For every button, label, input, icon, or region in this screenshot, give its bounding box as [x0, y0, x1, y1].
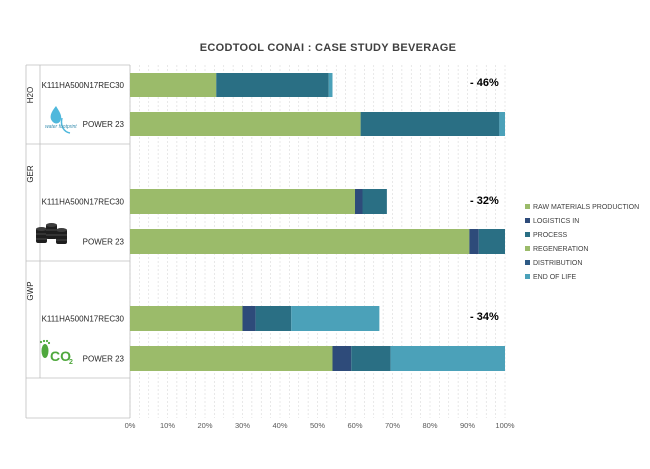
x-tick-label: 10% [160, 421, 175, 430]
bar-segment-process [360, 112, 500, 136]
svg-text:CO: CO [50, 348, 71, 364]
reduction-percent: - 32% [470, 195, 499, 207]
bar-segment-process [216, 73, 329, 97]
co2-footprint-icon: CO2 [39, 339, 73, 366]
x-tick-label: 40% [272, 421, 287, 430]
legend-label: END OF LIFE [533, 274, 577, 281]
bar-segment-raw-materials-production [130, 73, 217, 97]
x-tick-label: 60% [347, 421, 362, 430]
bar-segment-logistics-in [242, 306, 256, 331]
legend-label: LOGISTICS IN [533, 218, 579, 225]
bar-segment-logistics-in [355, 189, 363, 214]
x-tick-label: 50% [310, 421, 325, 430]
bar-labels: K111HA500N17REC30 POWER 23 H2O - 46% K111HA5… [26, 77, 499, 364]
legend: RAW MATERIALS PRODUCTION LOGISTICS IN PROC… [525, 204, 639, 281]
legend-swatch [525, 246, 530, 251]
bar-segment-raw-materials-production [130, 306, 243, 331]
bar-label: POWER 23 [83, 355, 125, 364]
legend-label: DISTRIBUTION [533, 260, 582, 267]
x-tick-label: 100% [495, 421, 515, 430]
x-tick-label: 70% [385, 421, 400, 430]
bar-segment-raw-materials-production [130, 189, 355, 214]
bars [130, 73, 505, 371]
oil-barrels-icon [36, 223, 67, 244]
bar-label: POWER 23 [83, 238, 125, 247]
group-label: H2O [26, 87, 35, 103]
bar-segment-end-of-life [390, 346, 505, 371]
x-tick-label: 20% [197, 421, 212, 430]
x-tick-label: 90% [460, 421, 475, 430]
bar-label: K111HA500N17REC30 [42, 198, 125, 207]
legend-swatch [525, 218, 530, 223]
bar-segment-process [351, 346, 391, 371]
bar-segment-logistics-in [332, 346, 352, 371]
group-label: GER [26, 165, 35, 183]
reduction-percent: - 34% [470, 311, 499, 323]
legend-label: RAW MATERIALS PRODUCTION [533, 204, 639, 211]
legend-swatch [525, 232, 530, 237]
bar-segment-process [255, 306, 292, 331]
bar-segment-raw-materials-production [130, 229, 470, 254]
legend-swatch [525, 274, 530, 279]
svg-text:2: 2 [69, 359, 73, 366]
bar-segment-raw-materials-production [130, 346, 333, 371]
chart-title: ECODTOOL CONAI : CASE STUDY BEVERAGE [200, 42, 457, 54]
bar-label: POWER 23 [83, 120, 125, 129]
group-label: GWP [26, 281, 35, 300]
bar-segment-raw-materials-production [130, 112, 361, 136]
group-icons: water footprint CO2 [36, 106, 77, 366]
water-footprint-icon: water footprint [45, 106, 77, 134]
x-tick-label: 30% [235, 421, 250, 430]
bar-segment-process [362, 189, 387, 214]
legend-label: REGENERATION [533, 246, 589, 253]
bar-segment-end-of-life [499, 112, 505, 136]
legend-swatch [525, 204, 530, 209]
bar-segment-end-of-life [328, 73, 333, 97]
reduction-percent: - 46% [470, 77, 499, 89]
svg-text:water footprint: water footprint [45, 124, 77, 130]
bar-segment-process [478, 229, 505, 254]
bar-segment-logistics-in [469, 229, 479, 254]
legend-swatch [525, 260, 530, 265]
bar-label: K111HA500N17REC30 [42, 81, 125, 90]
bar-label: K111HA500N17REC30 [42, 315, 125, 324]
x-axis: 0% 10% 20% 30% 40% 50% 60% 70% 80% 90% 100% [125, 421, 515, 430]
x-tick-label: 80% [422, 421, 437, 430]
x-tick-label: 0% [125, 421, 136, 430]
legend-label: PROCESS [533, 232, 568, 239]
bar-segment-end-of-life [291, 306, 380, 331]
